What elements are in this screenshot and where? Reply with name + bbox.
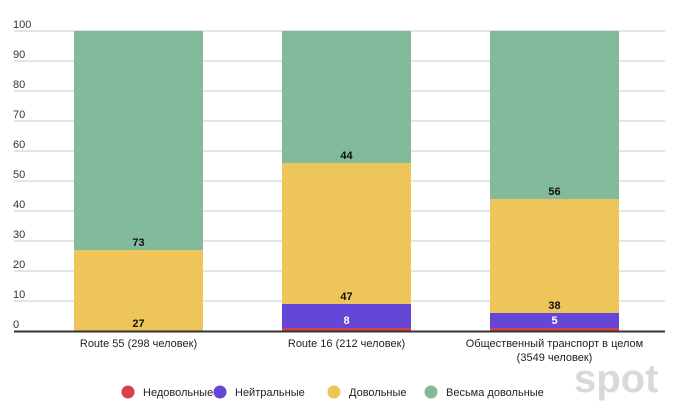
x-tick-label: (3549 человек): [517, 352, 593, 364]
y-tick-label: 100: [13, 19, 31, 31]
bar-segment: [490, 328, 619, 331]
x-tick-label: Route 16 (212 человек): [288, 338, 405, 350]
legend-label: Весьма довольные: [446, 387, 544, 399]
legend-swatch-icon: [121, 385, 135, 399]
bar-segment: [74, 250, 203, 331]
legend-swatch-icon: [213, 385, 227, 399]
y-tick-label: 80: [13, 79, 25, 91]
data-label: 38: [548, 300, 560, 312]
y-tick-label: 40: [13, 199, 25, 211]
bar-segment: [74, 31, 203, 250]
legend-item[interactable]: Весьма довольные: [424, 385, 544, 400]
y-tick-label: 50: [13, 169, 25, 181]
legend-item[interactable]: Нейтральные: [213, 385, 305, 400]
y-tick-label: 60: [13, 139, 25, 151]
data-label: 47: [340, 291, 352, 303]
legend-swatch-icon: [424, 385, 438, 399]
bar-segment: [282, 304, 411, 328]
legend-label: Недовольные: [143, 387, 213, 399]
y-tick-label: 30: [13, 229, 25, 241]
bar-segment: [490, 31, 619, 199]
data-label: 73: [132, 237, 144, 249]
bar-segment: [282, 31, 411, 163]
watermark-logo: spot: [574, 357, 658, 401]
bar-segment: [282, 328, 411, 331]
legend-swatch-icon: [327, 385, 341, 399]
data-label: 5: [551, 315, 557, 327]
data-label: 56: [548, 186, 560, 198]
data-label: 8: [343, 315, 349, 327]
category-labels: Route 55 (298 человек) Route 16 (212 чело…: [80, 338, 643, 364]
legend-item[interactable]: Недовольные: [121, 385, 214, 400]
bar-segment: [282, 163, 411, 304]
y-tick-label: 20: [13, 259, 25, 271]
y-tick-label: 0: [13, 319, 19, 331]
legend-label: Нейтральные: [235, 387, 305, 399]
legend: Недовольные Нейтральные Довольные Весьма до…: [121, 385, 544, 400]
data-label: 27: [132, 318, 144, 330]
bars: 27 73 8 47 44 5 38 56: [14, 31, 665, 333]
data-label: 44: [340, 150, 353, 162]
legend-label: Довольные: [349, 387, 407, 399]
x-tick-label: Общественный транспорт в целом: [466, 338, 643, 350]
x-tick-label: Route 55 (298 человек): [80, 338, 197, 350]
legend-item[interactable]: Довольные: [327, 385, 407, 400]
bar-segment: [490, 199, 619, 313]
y-tick-label: 10: [13, 289, 25, 301]
y-tick-label: 70: [13, 109, 25, 121]
y-tick-label: 90: [13, 49, 25, 61]
bar-segment: [490, 313, 619, 328]
